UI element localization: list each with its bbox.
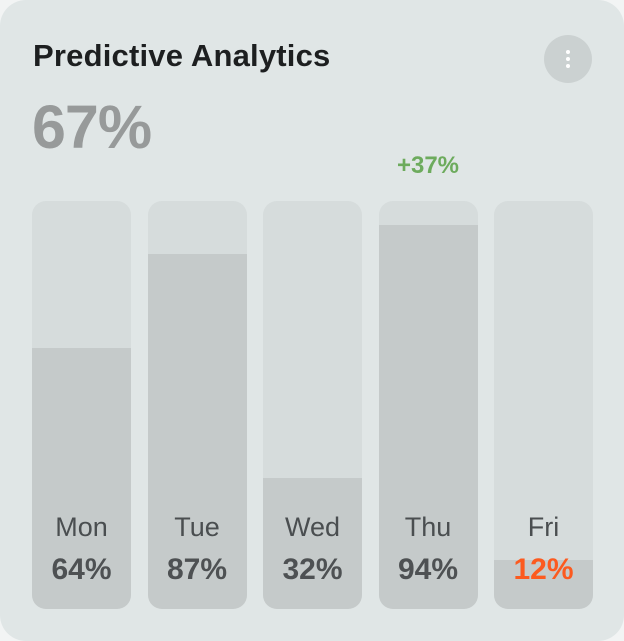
more-vertical-icon-dot <box>566 64 570 68</box>
bar-category-label: Tue <box>174 512 220 542</box>
headline-percentage: 67% <box>32 93 152 161</box>
bar-fill-fri <box>494 560 593 609</box>
bar-category-label: Mon <box>55 512 108 542</box>
bar-thu: Thu 94% <box>378 201 478 609</box>
bar-value-label: 64% <box>51 553 112 586</box>
bar-category-label: Fri <box>527 512 560 542</box>
bar-category-label: Thu <box>404 512 452 542</box>
more-vertical-icon <box>566 50 570 54</box>
bar-value-label: 12% <box>513 553 574 586</box>
bar-fri: Fri 12% <box>494 201 593 609</box>
bar-wed: Wed 32% <box>263 201 362 609</box>
change-annotation: +37% <box>396 152 460 179</box>
bar-value-label: 87% <box>166 553 228 586</box>
bar-tue: Tue 87% <box>147 201 247 609</box>
bar-fill-thu <box>378 225 478 609</box>
more-vertical-icon-dot <box>566 57 570 61</box>
bar-value-label: 94% <box>397 553 459 586</box>
bar-fill-wed <box>263 478 362 609</box>
bar-fill-mon <box>32 347 131 609</box>
bar-mon: Mon 64% <box>32 201 131 609</box>
more-options-button[interactable] <box>544 35 592 83</box>
bar-value-label: 32% <box>282 553 343 586</box>
bar-fill-tue <box>147 254 247 609</box>
card-title: Predictive Analytics <box>33 38 331 73</box>
bar-category-label: Wed <box>284 512 341 542</box>
